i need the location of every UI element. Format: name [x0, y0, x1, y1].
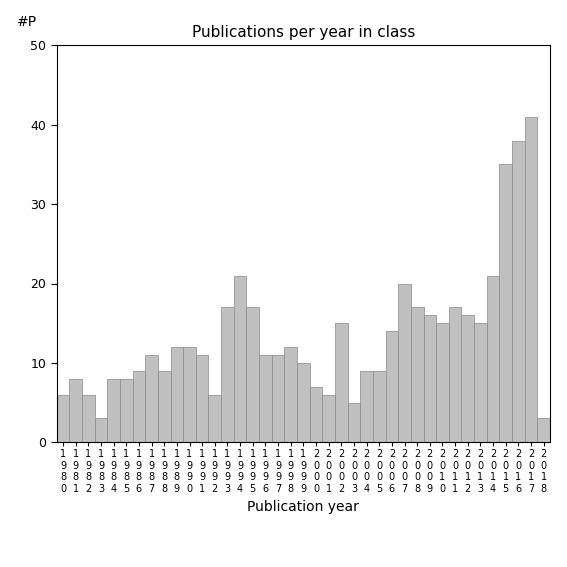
- Bar: [297, 363, 310, 442]
- Bar: [424, 315, 436, 442]
- Bar: [196, 355, 209, 442]
- Bar: [272, 355, 285, 442]
- Bar: [234, 276, 247, 442]
- Bar: [259, 355, 272, 442]
- Bar: [449, 307, 462, 442]
- Bar: [57, 395, 69, 442]
- Bar: [474, 323, 486, 442]
- Bar: [145, 355, 158, 442]
- Bar: [348, 403, 360, 442]
- Bar: [524, 117, 538, 442]
- Bar: [183, 347, 196, 442]
- Bar: [322, 395, 335, 442]
- Bar: [360, 371, 373, 442]
- Text: #P: #P: [17, 15, 37, 29]
- Bar: [335, 323, 348, 442]
- Bar: [107, 379, 120, 442]
- Bar: [171, 347, 183, 442]
- Bar: [398, 284, 411, 442]
- Bar: [95, 418, 107, 442]
- Bar: [500, 164, 512, 442]
- Bar: [411, 307, 424, 442]
- Bar: [82, 395, 95, 442]
- Bar: [462, 315, 474, 442]
- Bar: [158, 371, 171, 442]
- Bar: [221, 307, 234, 442]
- Bar: [512, 141, 524, 442]
- Bar: [386, 331, 398, 442]
- Bar: [209, 395, 221, 442]
- Bar: [538, 418, 550, 442]
- X-axis label: Publication year: Publication year: [247, 500, 359, 514]
- Bar: [310, 387, 322, 442]
- Bar: [373, 371, 386, 442]
- Title: Publications per year in class: Publications per year in class: [192, 25, 415, 40]
- Bar: [69, 379, 82, 442]
- Bar: [120, 379, 133, 442]
- Bar: [436, 323, 449, 442]
- Bar: [285, 347, 297, 442]
- Bar: [247, 307, 259, 442]
- Bar: [133, 371, 145, 442]
- Bar: [486, 276, 500, 442]
